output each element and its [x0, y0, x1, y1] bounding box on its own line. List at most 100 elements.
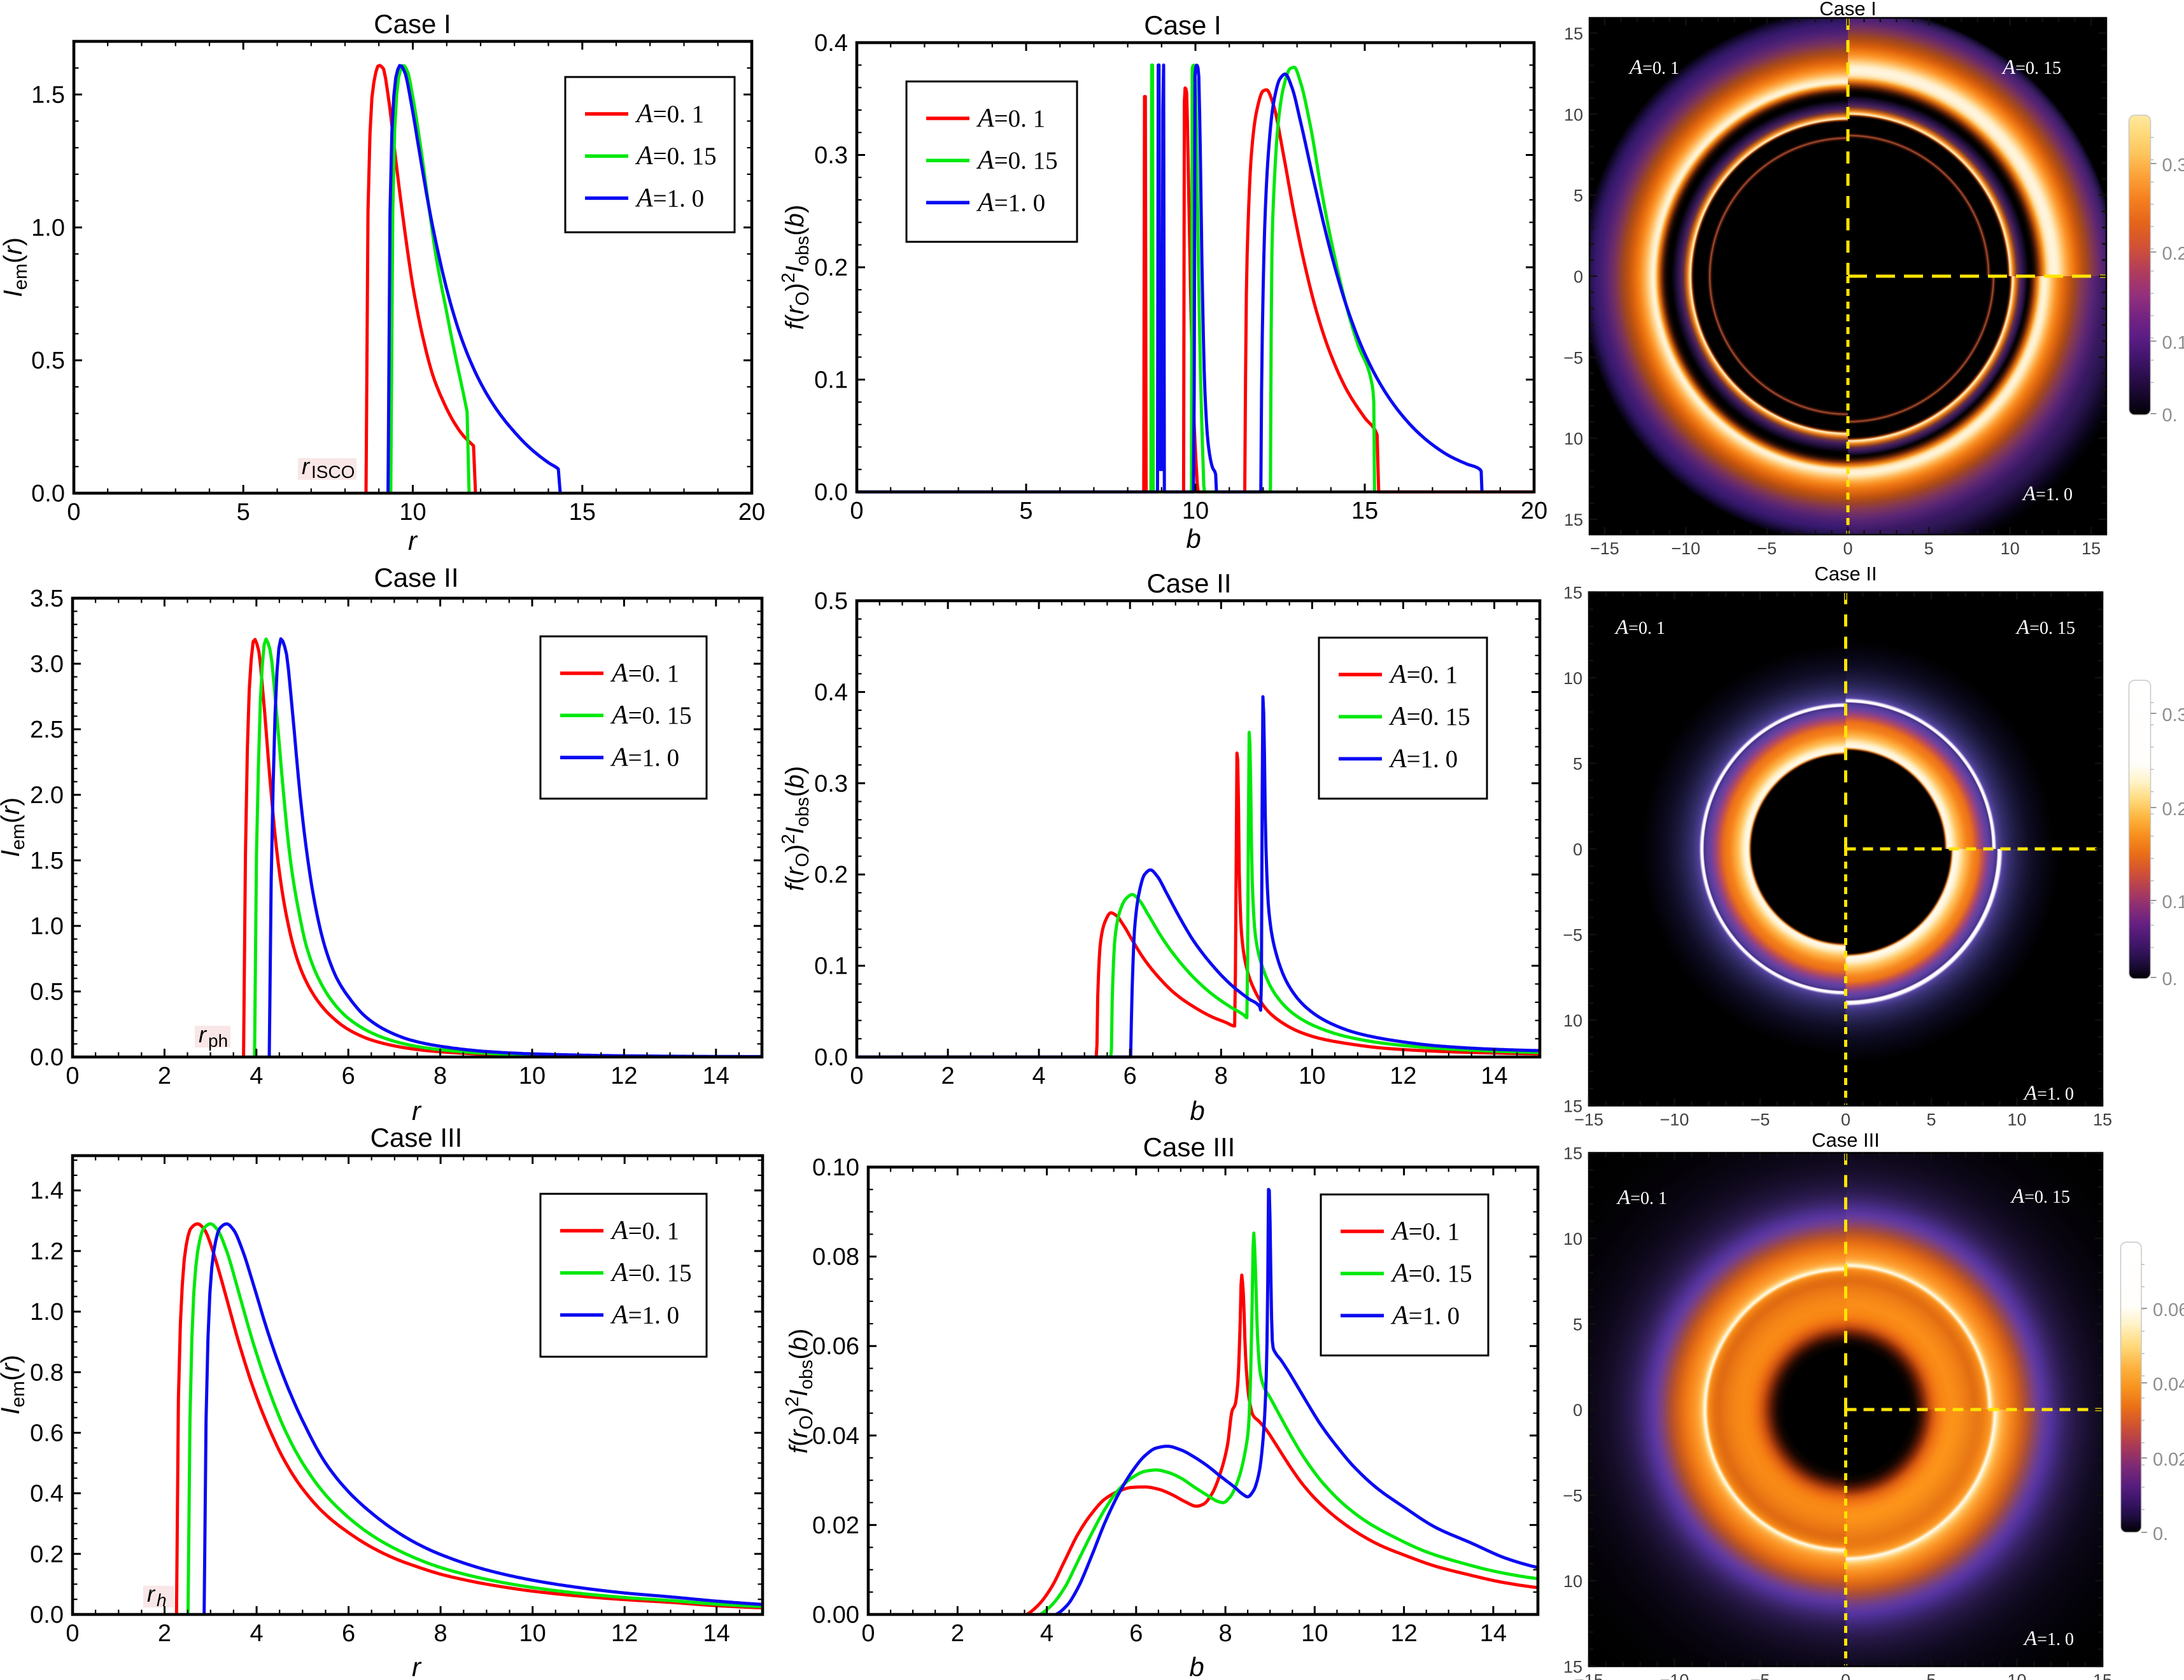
svg-text:f(rO)2Iobs(b): f(rO)2Iobs(b) — [778, 205, 813, 330]
svg-text:Case II: Case II — [1814, 563, 1877, 585]
svg-text:0: 0 — [67, 499, 80, 526]
svg-text:A=1. 0: A=1. 0 — [2023, 1082, 2074, 1105]
svg-text:15: 15 — [1564, 510, 1583, 529]
svg-text:15: 15 — [1563, 1144, 1582, 1163]
svg-text:0.2: 0.2 — [814, 862, 848, 888]
svg-text:15: 15 — [569, 499, 596, 526]
svg-text:Case I: Case I — [374, 9, 451, 39]
svg-text:5: 5 — [1573, 1315, 1582, 1334]
svg-text:1.2: 1.2 — [30, 1238, 64, 1265]
svg-text:0: 0 — [1841, 1110, 1850, 1130]
svg-text:A=0. 15: A=0. 15 — [635, 141, 717, 171]
svg-text:0: 0 — [1843, 539, 1852, 558]
svg-text:6: 6 — [1124, 1063, 1137, 1089]
svg-text:−5: −5 — [1563, 348, 1583, 367]
svg-text:15: 15 — [2093, 1671, 2112, 1680]
svg-text:15: 15 — [1564, 24, 1583, 43]
svg-text:15: 15 — [1351, 498, 1378, 524]
svg-text:15: 15 — [1563, 1097, 1582, 1116]
svg-text:0.06: 0.06 — [2153, 1300, 2184, 1320]
svg-text:A=1. 0: A=1. 0 — [1390, 1301, 1460, 1330]
svg-text:10: 10 — [2001, 539, 2020, 558]
svg-text:A=0. 1: A=0. 1 — [610, 659, 679, 688]
svg-text:−5: −5 — [1751, 1671, 1770, 1680]
svg-text:A=0. 15: A=0. 15 — [2001, 56, 2061, 79]
svg-text:A=0. 1: A=0. 1 — [976, 104, 1045, 133]
svg-text:Case III: Case III — [1812, 1129, 1880, 1151]
svg-text:h: h — [157, 1590, 167, 1610]
svg-text:0.1: 0.1 — [814, 367, 848, 394]
svg-text:r: r — [408, 526, 418, 556]
svg-text:A=0. 15: A=0. 15 — [1390, 1259, 1472, 1288]
svg-text:10: 10 — [2007, 1671, 2026, 1680]
svg-text:A=0. 15: A=0. 15 — [2015, 616, 2075, 639]
svg-text:5: 5 — [237, 499, 250, 526]
svg-text:r: r — [147, 1581, 156, 1607]
svg-text:0.0: 0.0 — [30, 1602, 64, 1628]
svg-text:0.: 0. — [2162, 405, 2178, 426]
svg-text:0.4: 0.4 — [814, 679, 848, 706]
svg-text:0.0: 0.0 — [814, 1044, 848, 1071]
svg-text:10: 10 — [519, 1620, 546, 1647]
svg-text:0.8: 0.8 — [30, 1359, 64, 1386]
svg-text:2.5: 2.5 — [30, 717, 64, 743]
svg-text:Case I: Case I — [1819, 0, 1877, 20]
svg-text:0: 0 — [1841, 1671, 1850, 1680]
svg-text:−15: −15 — [1574, 1110, 1603, 1130]
svg-text:1.0: 1.0 — [30, 1299, 64, 1326]
svg-text:Case III: Case III — [370, 1123, 463, 1152]
svg-text:4: 4 — [1032, 1063, 1046, 1089]
svg-text:0.2: 0.2 — [814, 255, 848, 281]
svg-text:−10: −10 — [1660, 1110, 1689, 1130]
svg-text:5: 5 — [1019, 498, 1032, 524]
svg-text:1.4: 1.4 — [30, 1178, 64, 1205]
svg-text:r: r — [412, 1096, 422, 1126]
svg-text:0: 0 — [850, 1063, 863, 1089]
svg-text:2.0: 2.0 — [30, 782, 64, 809]
svg-text:12: 12 — [1390, 1063, 1416, 1089]
svg-text:2: 2 — [158, 1063, 171, 1089]
svg-text:0.06: 0.06 — [812, 1333, 859, 1360]
svg-text:A=0. 1: A=0. 1 — [610, 1216, 679, 1245]
svg-text:b: b — [1189, 1652, 1204, 1680]
svg-text:8: 8 — [1219, 1620, 1232, 1647]
svg-text:12: 12 — [1390, 1620, 1417, 1647]
svg-text:0.6: 0.6 — [30, 1420, 64, 1447]
svg-text:10: 10 — [1299, 1063, 1325, 1089]
svg-text:b: b — [1190, 1096, 1204, 1126]
svg-text:0: 0 — [861, 1620, 875, 1647]
svg-text:12: 12 — [611, 1620, 638, 1647]
svg-text:0: 0 — [1573, 840, 1582, 859]
svg-text:6: 6 — [342, 1063, 355, 1089]
svg-text:A=0. 15: A=0. 15 — [976, 146, 1058, 175]
svg-text:ISCO: ISCO — [311, 462, 355, 482]
svg-text:Case II: Case II — [1146, 568, 1231, 598]
svg-text:8: 8 — [434, 1620, 447, 1647]
svg-text:5: 5 — [1926, 1110, 1936, 1130]
svg-text:0.04: 0.04 — [2153, 1375, 2184, 1395]
svg-text:8: 8 — [433, 1063, 447, 1089]
svg-text:A=1. 0: A=1. 0 — [610, 743, 679, 772]
svg-text:0.1: 0.1 — [2162, 333, 2184, 353]
svg-text:2: 2 — [158, 1620, 171, 1647]
svg-text:Iem(r): Iem(r) — [0, 1355, 29, 1415]
svg-text:4: 4 — [250, 1620, 264, 1647]
svg-text:10: 10 — [399, 499, 426, 526]
svg-text:−5: −5 — [1751, 1110, 1770, 1130]
svg-text:0.3: 0.3 — [2162, 155, 2184, 176]
svg-text:10: 10 — [1301, 1620, 1328, 1647]
svg-text:A=1. 0: A=1. 0 — [976, 188, 1045, 217]
svg-text:15: 15 — [1563, 584, 1582, 603]
svg-text:A=1. 0: A=1. 0 — [2022, 482, 2073, 505]
svg-text:2: 2 — [951, 1620, 964, 1647]
svg-text:0.5: 0.5 — [31, 347, 65, 374]
svg-text:0: 0 — [1574, 267, 1583, 286]
svg-text:0.1: 0.1 — [2162, 892, 2184, 913]
svg-text:A=0. 1: A=0. 1 — [1390, 1217, 1460, 1246]
svg-text:A=0. 15: A=0. 15 — [1388, 702, 1470, 731]
svg-text:5: 5 — [1574, 186, 1583, 206]
svg-text:0.5: 0.5 — [814, 588, 848, 615]
svg-text:5: 5 — [1926, 1671, 1936, 1680]
svg-text:1.5: 1.5 — [30, 848, 64, 874]
svg-text:0.3: 0.3 — [814, 143, 848, 169]
